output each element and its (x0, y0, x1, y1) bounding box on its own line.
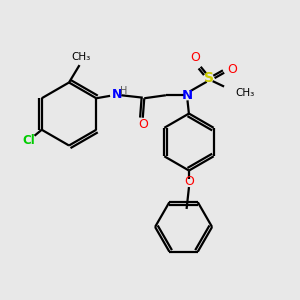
Text: O: O (184, 176, 194, 188)
Text: O: O (227, 63, 237, 76)
Text: S: S (204, 70, 214, 85)
Text: N: N (112, 88, 122, 101)
Text: CH₃: CH₃ (236, 88, 255, 98)
Text: N: N (182, 89, 193, 102)
Text: CH₃: CH₃ (71, 52, 91, 61)
Text: Cl: Cl (23, 134, 35, 147)
Text: H: H (121, 86, 128, 96)
Text: O: O (138, 118, 148, 131)
Text: O: O (190, 51, 200, 64)
